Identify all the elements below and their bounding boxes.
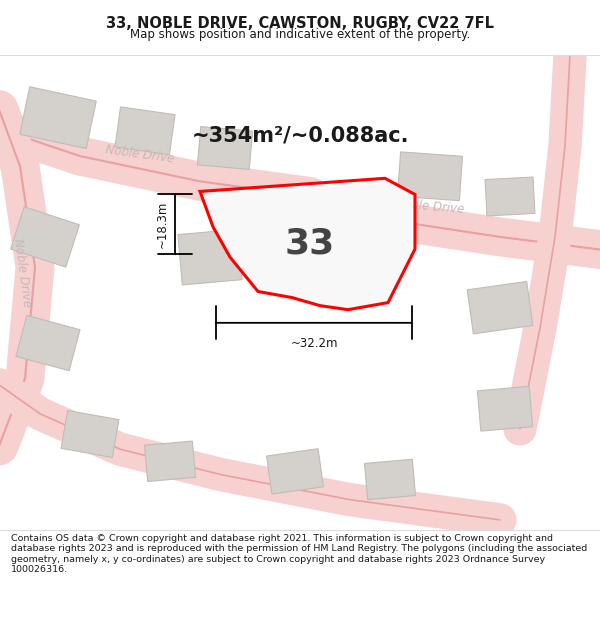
Bar [11,207,79,267]
Text: Noble Drive: Noble Drive [105,142,175,165]
Bar [145,441,196,481]
Bar [398,152,463,201]
Bar [16,316,80,371]
Text: ~32.2m: ~32.2m [290,337,338,350]
Bar [197,126,253,169]
Bar [20,87,96,149]
Text: Map shows position and indicative extent of the property.: Map shows position and indicative extent… [130,28,470,41]
Text: 33, NOBLE DRIVE, CAWSTON, RUGBY, CV22 7FL: 33, NOBLE DRIVE, CAWSTON, RUGBY, CV22 7F… [106,16,494,31]
Bar [61,411,119,458]
Text: ~18.3m: ~18.3m [156,201,169,248]
Text: Contains OS data © Crown copyright and database right 2021. This information is : Contains OS data © Crown copyright and d… [11,534,587,574]
Text: Noble Drive: Noble Drive [395,197,465,216]
Bar [485,177,535,216]
Text: 33: 33 [285,227,335,261]
Bar [467,281,533,334]
Bar [478,386,533,431]
Text: ~354m²/~0.088ac.: ~354m²/~0.088ac. [191,126,409,146]
Bar [178,229,242,285]
Bar [365,459,415,500]
Polygon shape [200,178,415,309]
Text: Noble Drive: Noble Drive [11,237,33,308]
Bar [115,107,175,154]
Bar [266,449,323,494]
